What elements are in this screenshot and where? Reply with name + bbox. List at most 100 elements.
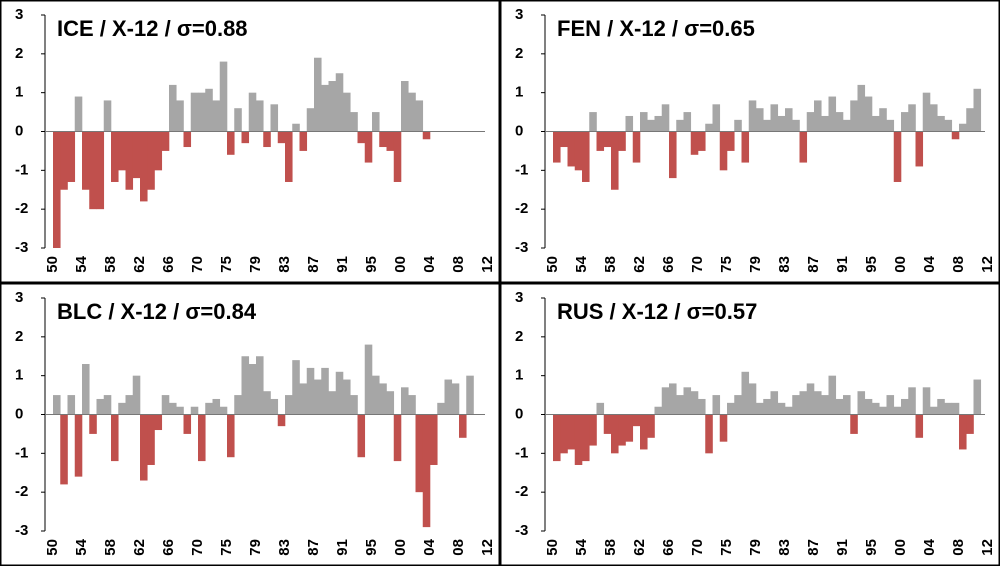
bar [140,414,148,481]
bar [430,414,438,465]
bar [285,395,293,415]
y-tick-label: -2 [15,483,28,500]
bar [777,402,786,415]
y-tick-label: -2 [515,483,528,500]
bar [292,360,300,415]
bar [560,414,568,454]
bar [922,387,931,415]
bar [719,414,728,442]
bar [944,402,953,415]
x-tick-label: 08 [950,539,967,556]
bar [785,406,793,415]
bar [814,100,822,132]
bar [125,131,134,190]
bar [901,398,909,415]
bar [560,131,568,148]
bar [654,115,663,132]
bar [872,402,880,415]
bar [422,131,431,140]
x-tick-label: 50 [44,256,61,273]
bar [169,84,177,132]
bar [893,131,902,182]
bar [415,414,424,493]
x-tick-label: 12 [479,539,496,556]
y-tick-label: -3 [15,522,28,539]
x-tick-label: 66 [660,256,677,273]
bar [690,131,699,155]
bar [864,398,873,415]
bar [582,414,590,462]
bar [422,414,431,528]
bar [770,104,779,132]
bar [82,131,90,190]
x-tick-label: 95 [363,539,380,556]
bar [821,115,829,132]
bar [951,131,960,140]
bar [132,131,141,179]
bar [618,414,626,446]
bar [74,414,83,477]
bar [698,398,706,415]
bar [321,84,329,132]
bar [901,112,909,132]
bar [727,402,735,415]
bar [611,131,619,190]
bar [930,104,938,132]
bar [379,131,387,148]
bar [248,364,257,415]
bar [632,131,641,163]
x-tick-label: 83 [276,256,293,273]
bar [553,414,561,462]
chart-title: BLC / X-12 / σ=0.84 [57,299,257,324]
bar [712,395,721,415]
y-tick-label: -2 [15,200,28,217]
bar [53,395,61,415]
bar [241,356,250,415]
bar [734,395,742,415]
y-tick-label: -1 [15,161,28,178]
y-tick-label: 0 [515,405,523,422]
bar [459,414,467,438]
bar [256,356,264,415]
bar [756,108,764,132]
bar [96,131,105,210]
x-tick-label: 75 [218,539,235,556]
x-tick-label: 75 [718,539,735,556]
x-tick-label: 79 [747,256,764,273]
bar [234,395,242,415]
x-tick-label: 12 [479,256,496,273]
bar [198,92,206,132]
y-tick-label: 1 [15,84,23,101]
bar [335,371,344,415]
y-tick-label: 2 [15,45,23,62]
chart-title: RUS / X-12 / σ=0.57 [557,299,757,324]
bar [219,406,228,415]
bar [343,379,351,415]
bar [683,387,692,415]
bar [763,119,771,132]
bar [828,375,837,415]
bar [973,88,982,132]
bar [306,108,315,132]
bar [850,414,858,434]
bar [843,119,851,132]
bar [632,414,641,427]
bar [183,131,192,148]
y-tick-label: 2 [15,328,23,345]
bar [285,131,293,182]
bar [125,395,134,415]
x-tick-label: 83 [276,539,293,556]
bar [618,131,626,151]
bar [640,414,648,450]
bar [828,96,837,132]
bar [712,104,721,132]
x-tick-label: 54 [73,255,90,272]
bar [959,414,967,450]
bar [698,131,706,151]
x-tick-label: 08 [450,539,467,556]
bar [357,414,366,458]
bar [625,414,634,442]
x-tick-label: 08 [950,256,967,273]
bar [321,367,329,415]
